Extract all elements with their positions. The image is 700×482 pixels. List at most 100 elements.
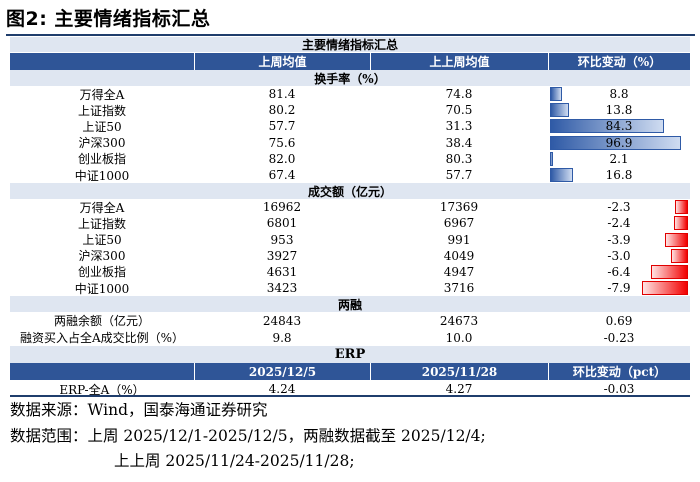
table-row: 上证50 953 991 -3.9 <box>10 232 690 248</box>
row-label: 中证1000 <box>74 168 130 183</box>
row-label: 中证1000 <box>74 281 130 296</box>
row-label: 创业板指 <box>77 265 126 280</box>
table-body: 换手率（%） 万得全A 81.4 74.8 8.8 上证指数 80.2 70.5 13.8 上证5… <box>10 70 690 346</box>
cell-change: -3.9 <box>548 232 690 248</box>
table-row: 沪深300 3927 4049 -3.0 <box>10 248 690 264</box>
erp-column-header-date2: 2025/11/28 <box>370 363 548 381</box>
negative-change-bar <box>674 200 688 215</box>
change-value: -2.3 <box>607 200 631 215</box>
table-row-erp: ERP-全A（%） 4.24 4.27 -0.03 <box>10 380 690 398</box>
change-value: -3.9 <box>607 232 631 247</box>
change-value: 0.69 <box>605 313 633 328</box>
row-label: 万得全A <box>79 200 125 215</box>
cell-last-week: 4631 <box>266 264 298 279</box>
cell-prev-week: 10.0 <box>445 330 473 345</box>
change-value: 13.8 <box>605 103 633 118</box>
negative-change-bar <box>650 264 688 279</box>
cell-change: -2.3 <box>548 199 690 215</box>
change-value: 8.8 <box>609 87 629 102</box>
positive-change-bar <box>550 87 562 101</box>
cell-change: 96.9 <box>548 135 690 151</box>
range-note-line2: 上上周 2025/11/24-2025/11/28; <box>114 452 355 470</box>
cell-change: 2.1 <box>548 151 690 167</box>
erp-column-header-change: 环比变动（pct） <box>548 363 690 381</box>
cell-last-week: 3423 <box>266 281 298 296</box>
erp-column-header-date1: 2025/12/5 <box>194 363 370 381</box>
cell-last-week: 24843 <box>262 313 302 328</box>
table-row: 上证50 57.7 31.3 84.3 <box>10 118 690 134</box>
cell-prev-week: 38.4 <box>445 135 473 150</box>
cell-prev-week: 991 <box>447 232 471 247</box>
row-label: 上证50 <box>82 119 122 134</box>
table-title: 主要情绪指标汇总 <box>301 38 398 52</box>
change-value: -6.4 <box>607 264 631 279</box>
table-row: 两融余额（亿元） 24843 24673 0.69 <box>10 312 690 329</box>
sentiment-summary-table: 主要情绪指标汇总 上周均值 上上周均值 环比变动（%） 换手率（%） 万得全A 81… <box>10 37 690 398</box>
change-value: -7.9 <box>607 281 631 296</box>
cell-last-week: 75.6 <box>268 135 296 150</box>
cell-change: 84.3 <box>548 118 690 134</box>
title-rule <box>6 34 695 36</box>
cell-last-week: 3927 <box>266 248 298 263</box>
table-row: 万得全A 81.4 74.8 8.8 <box>10 86 690 102</box>
positive-change-bar <box>550 135 681 150</box>
table-row: 创业板指 4631 4947 -6.4 <box>10 264 690 280</box>
change-value: -2.4 <box>607 216 631 231</box>
row-label: 融资买入占全A成交比例（%） <box>19 331 185 346</box>
row-label: 沪深300 <box>78 249 126 264</box>
cell-prev-week: 4947 <box>443 264 475 279</box>
positive-change-bar <box>550 103 569 118</box>
positive-change-bar <box>550 119 664 134</box>
cell-prev-week: 31.3 <box>445 119 473 134</box>
row-label: 沪深300 <box>78 136 126 151</box>
row-label: 上证指数 <box>77 103 126 118</box>
section-header-label: ERP <box>334 347 366 363</box>
column-header-prev-week: 上上周均值 <box>370 53 548 70</box>
cell-change: -0.23 <box>548 329 690 346</box>
cell-last-week: 67.4 <box>268 168 296 183</box>
table-row: 融资买入占全A成交比例（%） 9.8 10.0 -0.23 <box>10 329 690 346</box>
change-value: -3.0 <box>607 248 631 263</box>
cell-prev-week: 80.3 <box>445 151 473 166</box>
column-header-label <box>10 53 194 70</box>
cell-prev-week: 6967 <box>443 216 475 231</box>
negative-change-bar <box>674 216 688 231</box>
positive-change-bar <box>550 151 553 166</box>
cell-last-week: 9.8 <box>272 330 292 345</box>
section-header-label: 成交额（亿元） <box>307 184 392 199</box>
cell-prev-week: 70.5 <box>445 103 473 118</box>
negative-change-bar <box>642 281 688 296</box>
positive-change-bar <box>550 167 573 182</box>
change-value: -0.23 <box>603 330 635 345</box>
cell-prev-week: 74.8 <box>445 87 473 102</box>
erp-column-header-row: 2025/12/5 2025/11/28 环比变动（pct） <box>10 363 690 381</box>
table-row: 创业板指 82.0 80.3 2.1 <box>10 151 690 167</box>
cell-change: -3.0 <box>548 248 690 264</box>
cell-prev-week: 57.7 <box>445 168 473 183</box>
change-value: 96.9 <box>605 135 633 150</box>
section-header-label: 两融 <box>337 297 362 312</box>
row-label: ERP-全A（%） <box>59 382 145 397</box>
figure-title: 图2: 主要情绪指标汇总 <box>6 8 211 30</box>
cell-change: 13.8 <box>548 102 690 118</box>
column-header-change: 环比变动（%） <box>548 53 690 70</box>
cell-prev-week: 4.27 <box>445 382 473 397</box>
erp-column-header-label <box>10 363 194 380</box>
cell-prev-week: 4049 <box>443 248 475 263</box>
table-row: 万得全A 16962 17369 -2.3 <box>10 199 690 215</box>
section-header-margin: 两融 <box>10 296 690 313</box>
cell-prev-week: 3716 <box>443 281 475 296</box>
table-row: 中证1000 67.4 57.7 16.8 <box>10 167 690 183</box>
table-row: 上证指数 6801 6967 -2.4 <box>10 215 690 231</box>
cell-last-week: 82.0 <box>268 151 296 166</box>
cell-last-week: 6801 <box>266 216 298 231</box>
section-header-label: 换手率（%） <box>314 71 386 86</box>
range-note-line1: 数据范围：上周 2025/12/1-2025/12/5，两融数据截至 2025/… <box>10 427 486 445</box>
cell-change: -7.9 <box>548 280 690 296</box>
cell-change: -6.4 <box>548 264 690 280</box>
cell-last-week: 81.4 <box>268 87 296 102</box>
table-row: 中证1000 3423 3716 -7.9 <box>10 280 690 296</box>
cell-change: -0.03 <box>603 382 635 397</box>
row-label: 两融余额（亿元） <box>53 314 150 329</box>
change-value: 2.1 <box>609 151 629 166</box>
